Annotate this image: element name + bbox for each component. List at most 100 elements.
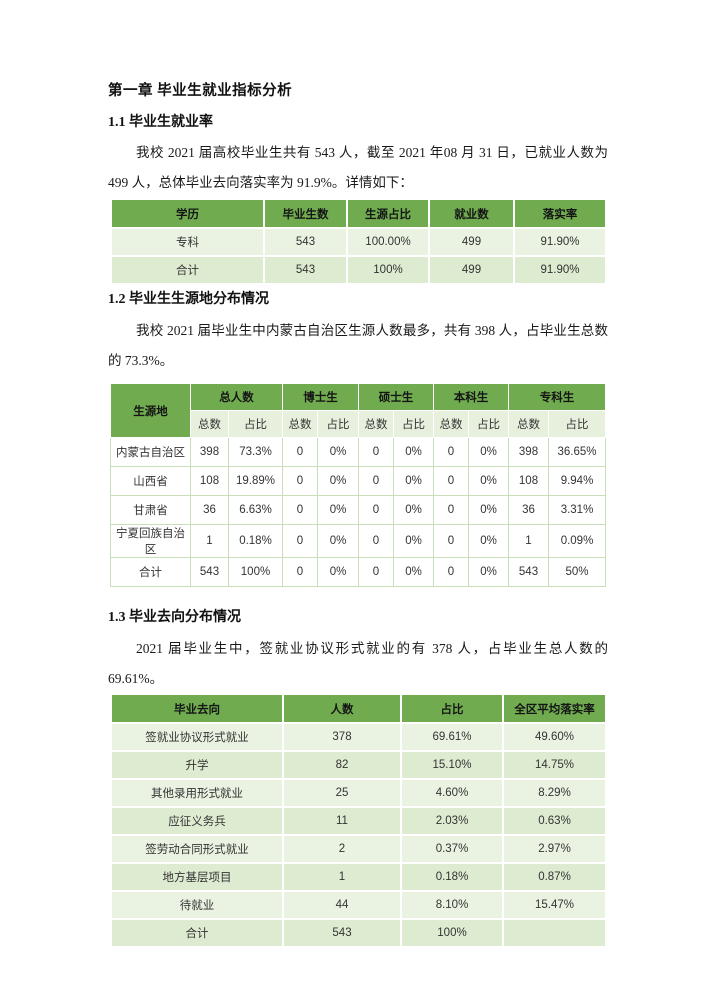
- table-cell: 2.97%: [502, 834, 607, 864]
- table-cell: 8.10%: [400, 890, 504, 920]
- row-header-cell: 待就业: [110, 890, 284, 920]
- table-row: 升学 82 15.10% 14.75%: [110, 750, 607, 780]
- table-cell: 0.63%: [502, 806, 607, 836]
- row-header-cell: 宁夏回族自治区: [110, 524, 191, 558]
- table-cell: 0: [433, 524, 469, 558]
- table-cell: 1: [508, 524, 549, 558]
- table-cell: 0.37%: [400, 834, 504, 864]
- table-cell: 100%: [400, 918, 504, 948]
- table-cell: 44: [282, 890, 402, 920]
- column-header: 落实率: [513, 198, 607, 229]
- paragraph-employment-rate: 我校 2021 届高校毕业生共有 543 人，截至 2021 年08 月 31 …: [108, 145, 608, 190]
- table-cell: 398: [508, 437, 549, 467]
- table-cell: 49.60%: [502, 722, 607, 752]
- column-header: 就业数: [428, 198, 515, 229]
- table-cell: 36: [190, 495, 229, 525]
- column-header: 占比: [400, 693, 504, 724]
- table-cell: 69.61%: [400, 722, 504, 752]
- row-header-cell: 专科: [110, 227, 265, 257]
- sub-header: 总数: [433, 410, 469, 438]
- section-heading-destination-distribution: 1.3 毕业去向分布情况: [108, 610, 241, 625]
- sub-header: 总数: [190, 410, 229, 438]
- table-cell: 0: [282, 524, 318, 558]
- destination-distribution-table: 毕业去向 人数 占比 全区平均落实率 签就业协议形式就业 378 69.61% 49.…: [110, 693, 607, 948]
- table-cell: 2.03%: [400, 806, 504, 836]
- section-heading-employment-rate: 1.1 毕业生就业率: [108, 115, 213, 130]
- column-header: 全区平均落实率: [502, 693, 607, 724]
- group-header: 硕士生: [358, 383, 434, 411]
- table-cell: 0: [358, 495, 394, 525]
- table-cell: 543: [508, 557, 549, 587]
- table-row: 签劳动合同形式就业 2 0.37% 2.97%: [110, 834, 607, 864]
- paragraph-origin-distribution: 我校 2021 届毕业生中内蒙古自治区生源人数最多，共有 398 人，占毕业生总…: [108, 323, 608, 368]
- row-header-cell: 合计: [110, 918, 284, 948]
- row-header-cell: 其他录用形式就业: [110, 778, 284, 808]
- origin-distribution-table: 生源地 总人数 博士生 硕士生 本科生 专科生 总数 占比 总数 占比 总数 占…: [110, 383, 606, 587]
- row-header-cell: 合计: [110, 255, 265, 285]
- group-header: 专科生: [508, 383, 606, 411]
- table-cell: 543: [263, 227, 348, 257]
- sub-header: 占比: [468, 410, 509, 438]
- table-cell: 0%: [317, 437, 359, 467]
- table-row: 甘肃省 36 6.63% 0 0% 0 0% 0 0% 36 3.31%: [110, 495, 606, 525]
- row-header-cell: 地方基层项目: [110, 862, 284, 892]
- table-cell: 0: [433, 495, 469, 525]
- table-cell: 0%: [468, 557, 509, 587]
- table-cell: 0: [282, 557, 318, 587]
- table-cell: 499: [428, 255, 515, 285]
- section-heading-origin-distribution: 1.2 毕业生生源地分布情况: [108, 292, 269, 307]
- table-cell: 0%: [468, 466, 509, 496]
- sub-header: 总数: [508, 410, 549, 438]
- row-header-cell: 山西省: [110, 466, 191, 496]
- table-cell: 0: [282, 437, 318, 467]
- table-cell: 0%: [317, 466, 359, 496]
- sub-header: 占比: [228, 410, 283, 438]
- table-row: 内蒙古自治区 398 73.3% 0 0% 0 0% 0 0% 398 36.65%: [110, 437, 606, 467]
- table-cell: 0%: [393, 466, 434, 496]
- table-cell: 499: [428, 227, 515, 257]
- table-cell: 100.00%: [346, 227, 430, 257]
- table-cell: 0%: [468, 524, 509, 558]
- table-cell: 8.29%: [502, 778, 607, 808]
- table-cell: 50%: [548, 557, 606, 587]
- table-sub-header-row: 总数 占比 总数 占比 总数 占比 总数 占比 总数 占比: [111, 410, 606, 438]
- table-cell: 543: [190, 557, 229, 587]
- column-header: 学历: [110, 198, 265, 229]
- table-cell: 0%: [468, 495, 509, 525]
- table-row: 待就业 44 8.10% 15.47%: [110, 890, 607, 920]
- chapter-title: 第一章 毕业生就业指标分析: [108, 83, 293, 99]
- table-cell: 108: [508, 466, 549, 496]
- row-header-cell: 升学: [110, 750, 284, 780]
- table-cell: 543: [263, 255, 348, 285]
- table-cell: 108: [190, 466, 229, 496]
- table-row: 应征义务兵 11 2.03% 0.63%: [110, 806, 607, 836]
- table-cell: 82: [282, 750, 402, 780]
- table-cell: 0: [433, 557, 469, 587]
- table-cell: 73.3%: [228, 437, 283, 467]
- column-header: 毕业去向: [110, 693, 284, 724]
- row-header-cell: 签劳动合同形式就业: [110, 834, 284, 864]
- row-header-cell: 甘肃省: [110, 495, 191, 525]
- group-header: 总人数: [190, 383, 283, 411]
- table-header-row: 毕业去向 人数 占比 全区平均落实率: [110, 693, 607, 724]
- table-header-row: 学历 毕业生数 生源占比 就业数 落实率: [110, 198, 607, 229]
- table-cell: 0.09%: [548, 524, 606, 558]
- table-cell: 91.90%: [513, 255, 607, 285]
- table-cell: 0: [358, 524, 394, 558]
- table-cell: 91.90%: [513, 227, 607, 257]
- table-cell: 36.65%: [548, 437, 606, 467]
- table-row: 合计 543 100%: [110, 918, 607, 948]
- table-cell: 0%: [468, 437, 509, 467]
- row-header-cell: 应征义务兵: [110, 806, 284, 836]
- group-header: 本科生: [433, 383, 509, 411]
- table-cell: 3.31%: [548, 495, 606, 525]
- table-cell: 9.94%: [548, 466, 606, 496]
- row-header-cell: 签就业协议形式就业: [110, 722, 284, 752]
- table-cell: 398: [190, 437, 229, 467]
- row-header-cell: 合计: [110, 557, 191, 587]
- table-cell: 0: [358, 437, 394, 467]
- table-cell: 0%: [393, 557, 434, 587]
- group-header: 博士生: [282, 383, 359, 411]
- table-cell: 15.10%: [400, 750, 504, 780]
- sub-header: 占比: [393, 410, 434, 438]
